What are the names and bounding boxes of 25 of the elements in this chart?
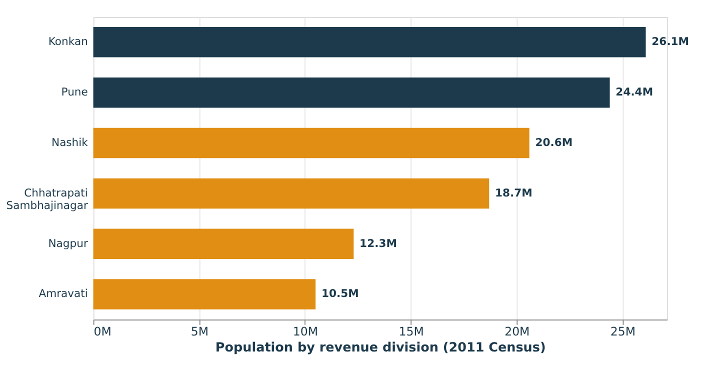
- data-label: 20.6M: [535, 136, 573, 149]
- data-label: 12.3M: [360, 236, 397, 250]
- bar: [93, 77, 610, 108]
- y-tick-label: Konkan: [48, 35, 88, 48]
- y-tick-label: Amravati: [38, 287, 88, 300]
- y-tick-label: Pune: [61, 86, 88, 99]
- data-label: 26.1M: [652, 35, 690, 48]
- bar: [93, 27, 646, 58]
- x-axis-title: Population by revenue division (2011 Census): [215, 340, 546, 356]
- x-tick-label: 15M: [398, 324, 424, 339]
- bar: [93, 178, 490, 209]
- bar: [93, 279, 316, 310]
- y-tick-label: Chhatrapati Sambhajinagar: [6, 186, 88, 212]
- y-tick-label: Nashik: [51, 136, 89, 149]
- data-label: 10.5M: [321, 287, 359, 300]
- x-tick-label: 10M: [292, 324, 318, 339]
- x-tick-label: 25M: [610, 324, 636, 339]
- bar: [93, 128, 530, 158]
- data-label: 24.4M: [616, 86, 654, 99]
- bar: [93, 228, 354, 259]
- y-tick-label: Nagpur: [48, 236, 88, 250]
- x-tick-label: 20M: [504, 324, 530, 339]
- data-label: 18.7M: [495, 186, 532, 200]
- x-tick-label: 0M: [94, 324, 112, 339]
- x-tick-label: 5M: [190, 324, 208, 339]
